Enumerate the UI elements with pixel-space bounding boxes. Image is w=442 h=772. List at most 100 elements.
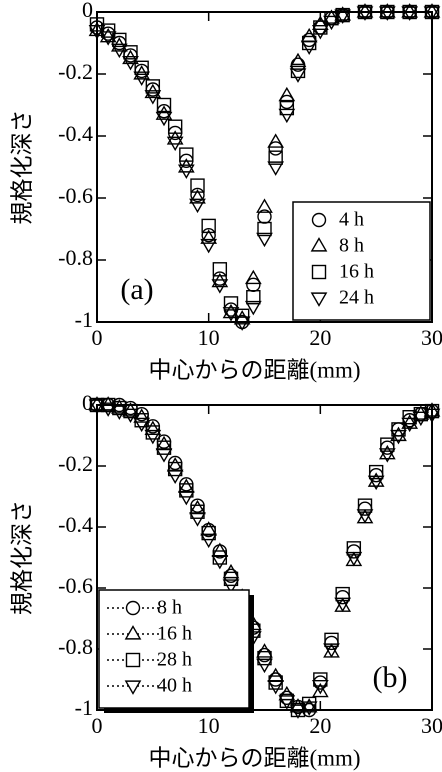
data-point: [122, 56, 139, 71]
data-point: [256, 198, 273, 213]
legend-box: [98, 589, 250, 709]
plot-frame: [96, 11, 433, 323]
data-point: [380, 437, 395, 452]
plot-frame: [96, 404, 433, 711]
data-point: [401, 414, 419, 429]
data-point: [279, 690, 295, 705]
data-point: [378, 3, 396, 18]
data-point: [233, 316, 251, 331]
data-point: [346, 541, 362, 556]
data-point: [324, 632, 339, 648]
data-point: [144, 429, 162, 445]
data-point: [278, 86, 296, 102]
legend-marker: [310, 237, 328, 252]
data-point: [278, 695, 296, 710]
data-point: [110, 405, 128, 420]
y-tick-label: -0.8: [58, 245, 93, 270]
legend-label: 16 h: [339, 261, 374, 283]
data-point: [212, 262, 228, 277]
data-point: [368, 464, 384, 480]
legend-marker: [124, 625, 142, 640]
data-point: [323, 643, 340, 658]
data-point: [334, 6, 352, 21]
data-point: [201, 218, 216, 234]
data-point: [167, 461, 183, 477]
data-point: [401, 6, 419, 21]
panel-label: (a): [120, 273, 153, 306]
data-point: [289, 68, 307, 83]
data-point: [155, 448, 173, 463]
legend-marker: [125, 600, 141, 616]
legend-label: 28 h: [157, 649, 192, 671]
legend-label: 24 h: [339, 287, 374, 309]
data-point: [267, 133, 285, 148]
data-point: [335, 586, 350, 602]
data-point: [311, 682, 329, 698]
data-point: [391, 422, 406, 437]
data-point: [256, 232, 273, 248]
data-point: [112, 32, 127, 48]
data-point: [99, 27, 117, 43]
data-point: [133, 71, 151, 86]
data-point: [323, 15, 340, 31]
x-axis-label: 中心からの距離(mm): [148, 357, 360, 382]
data-point: [313, 675, 328, 690]
data-point: [223, 296, 239, 311]
data-point: [200, 533, 218, 549]
data-point: [256, 643, 273, 658]
data-point: [88, 399, 106, 414]
data-point: [412, 411, 430, 427]
data-point: [378, 444, 396, 460]
data-point: [222, 303, 240, 319]
data-point: [268, 150, 283, 165]
data-point: [401, 3, 419, 18]
data-point: [378, 448, 396, 463]
data-point: [122, 408, 139, 424]
x-tick-label: 30: [421, 325, 442, 350]
x-tick-label: 10: [198, 713, 220, 738]
data-point: [279, 100, 295, 116]
y-tick-label: -0.8: [58, 634, 93, 659]
legend-label: 40 h: [157, 675, 192, 697]
legend-label: 8 h: [339, 235, 364, 257]
data-point: [300, 40, 318, 55]
data-point: [189, 198, 206, 214]
data-point: [222, 563, 240, 579]
data-point: [311, 680, 329, 695]
data-point: [367, 475, 385, 491]
data-point: [378, 6, 396, 21]
y-tick-label: 0: [82, 390, 93, 415]
data-point: [313, 672, 328, 687]
data-point: [244, 300, 262, 316]
data-point: [223, 571, 239, 587]
data-point: [357, 498, 373, 513]
data-point: [345, 551, 363, 567]
data-point: [267, 161, 285, 176]
data-point: [179, 483, 194, 498]
y-tick-label: -0.2: [58, 59, 93, 84]
data-point: [133, 417, 151, 433]
data-point: [190, 178, 205, 193]
data-point: [222, 579, 240, 594]
data-point: [110, 43, 128, 59]
y-tick-label: -0.6: [58, 183, 93, 208]
y-tick-label: -0.4: [58, 121, 93, 146]
data-point: [423, 6, 441, 21]
legend-marker: [311, 212, 327, 228]
data-point: [189, 512, 206, 527]
data-point: [423, 408, 441, 424]
y-tick-label: 0: [82, 0, 93, 22]
x-tick-label: 20: [309, 325, 331, 350]
data-point: [246, 290, 261, 305]
data-point: [166, 136, 184, 152]
x-tick-label: 0: [92, 713, 103, 738]
data-point: [267, 680, 285, 695]
data-point: [144, 420, 162, 435]
data-point: [244, 269, 262, 285]
data-point: [222, 307, 240, 322]
data-point: [201, 525, 216, 541]
x-tick-label: 30: [421, 713, 442, 738]
data-point: [211, 279, 229, 294]
y-tick-label: -1: [75, 307, 93, 332]
data-point: [390, 429, 407, 445]
